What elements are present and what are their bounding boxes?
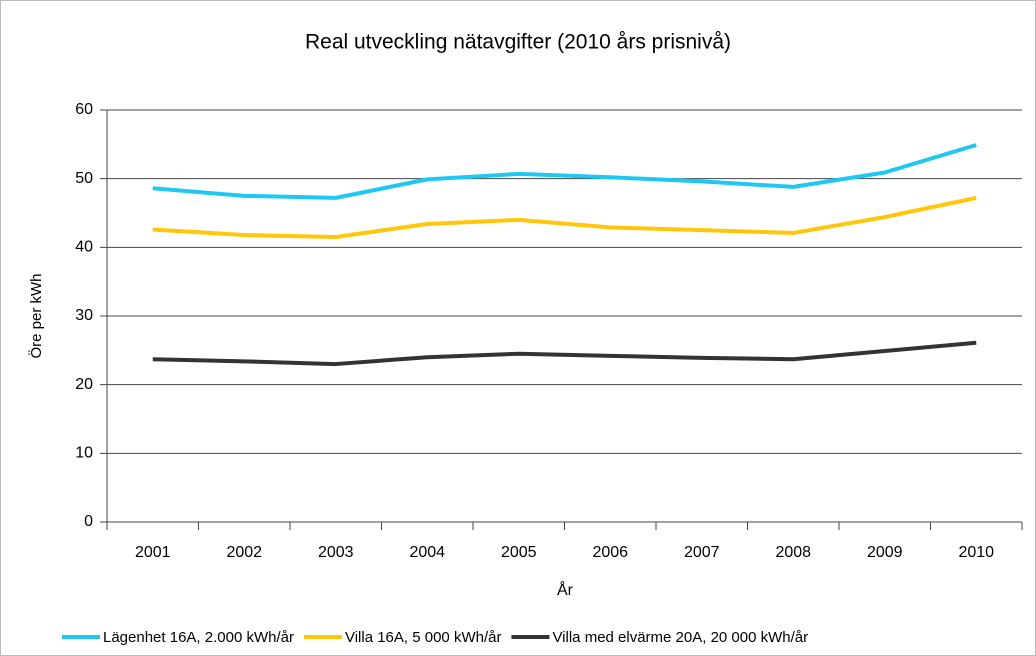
x-tick-label: 2007 [684, 544, 720, 561]
line-series [152, 340, 977, 367]
y-tick-label: 60 [75, 101, 93, 118]
legend-label: Lägenhet 16A, 2.000 kWh/år [103, 629, 294, 646]
line-series [152, 195, 977, 240]
x-axis-label: År [557, 580, 574, 599]
y-tick-label: 50 [75, 170, 93, 187]
chart-title: Real utveckling nätavgifter (2010 års pr… [305, 31, 731, 54]
x-tick-label: 2005 [501, 544, 537, 561]
y-axis-label: Öre per kWh [27, 273, 45, 358]
x-tick-label: 2006 [592, 544, 628, 561]
y-tick-label: 0 [84, 513, 93, 530]
y-tick-label: 30 [75, 307, 93, 324]
legend-label: Villa med elvärme 20A, 20 000 kWh/år [552, 629, 808, 646]
x-tick-label: 2002 [226, 544, 262, 561]
legend-label: Villa 16A, 5 000 kWh/år [345, 629, 501, 646]
y-tick-label: 20 [75, 376, 93, 393]
x-tick-label: 2001 [135, 544, 171, 561]
x-tick-label: 2009 [867, 544, 903, 561]
x-tick-label: 2004 [409, 544, 445, 561]
y-tick-label: 40 [75, 239, 93, 256]
line-series [152, 143, 977, 200]
x-tick-label: 2008 [775, 544, 811, 561]
y-tick-label: 10 [75, 445, 93, 462]
x-tick-label: 2010 [958, 544, 994, 561]
x-tick-label: 2003 [318, 544, 354, 561]
